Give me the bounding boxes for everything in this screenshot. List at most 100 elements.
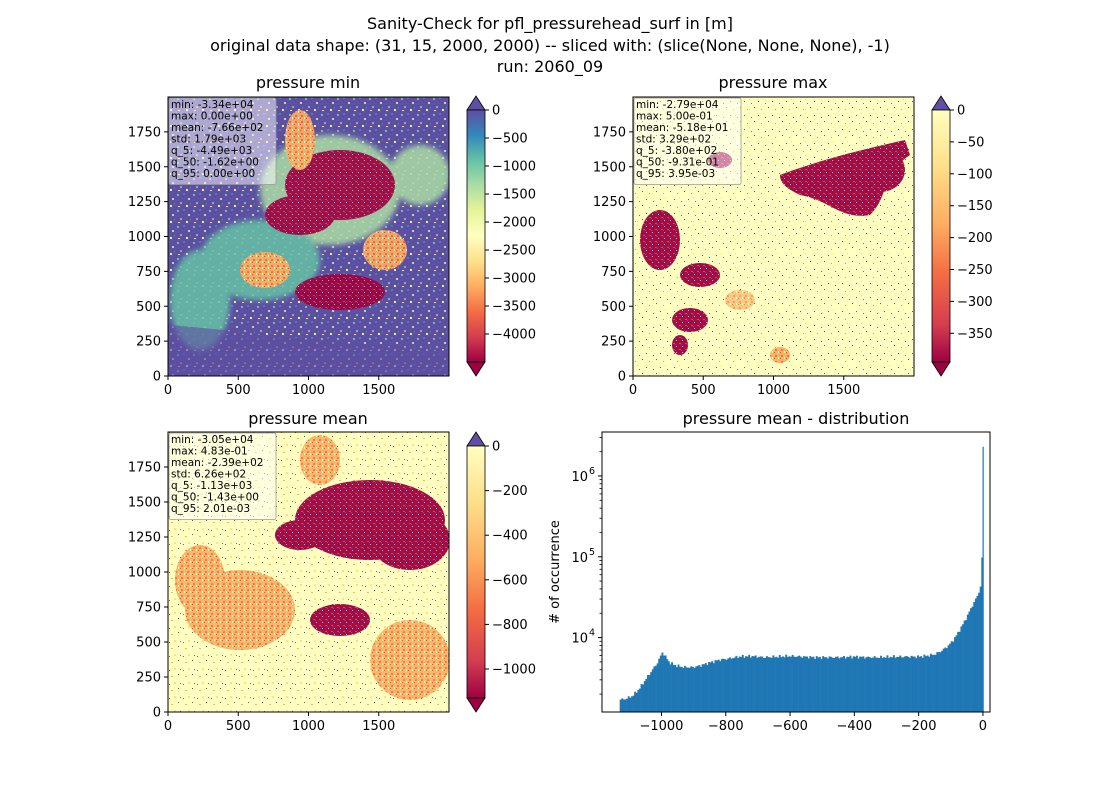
stats-line: mean: -2.39e+02 <box>171 457 263 469</box>
colorbar-tick-label: −200 <box>492 484 528 499</box>
histogram-bar <box>875 657 878 712</box>
histogram-bar <box>925 656 927 712</box>
histogram-bar <box>675 667 678 712</box>
histogram-bar <box>716 660 719 712</box>
histogram-bar <box>931 654 934 712</box>
histogram-bar <box>920 656 923 712</box>
histogram-bar <box>725 659 728 712</box>
stats-line: max: 5.00e-01 <box>636 111 713 123</box>
colorbar-gradient <box>931 109 951 363</box>
histogram-bar <box>978 592 981 712</box>
histogram-bar <box>830 656 833 712</box>
x-tick-label: 0 <box>164 719 172 734</box>
histogram-bar <box>767 657 770 712</box>
histogram-bar <box>981 557 984 712</box>
histogram-bar <box>772 655 775 712</box>
stats-line: min: -3.05e+04 <box>171 434 254 446</box>
histogram-bar <box>876 657 879 712</box>
histogram-bar <box>849 655 852 712</box>
histogram-bar <box>775 656 778 712</box>
histogram-bar <box>741 654 744 712</box>
histogram-bar <box>915 658 918 712</box>
colorbar-extend-bottom <box>931 361 951 377</box>
histogram-bar <box>863 658 866 712</box>
histogram-bar <box>825 657 828 712</box>
histogram-bar <box>658 658 661 712</box>
histogram-bar <box>732 658 735 712</box>
stats-line: std: 1.79e+03 <box>171 134 246 146</box>
colorbar-tick-label: −400 <box>492 529 528 544</box>
figure-title-line-1: Sanity-Check for pfl_pressurehead_surf i… <box>367 14 733 34</box>
y-tick-label: 750 <box>136 265 161 280</box>
histogram-bar <box>635 692 638 712</box>
histogram-bar <box>835 656 837 712</box>
colorbar-pressure-max <box>931 95 951 377</box>
histogram-bar <box>891 657 894 712</box>
histogram-bar <box>900 657 903 712</box>
histogram-bar <box>642 684 645 712</box>
histogram-bar <box>751 656 754 712</box>
histogram-bar <box>650 672 653 712</box>
stats-box-background <box>633 97 742 185</box>
colorbar-extend-top <box>466 95 486 111</box>
histogram-bar <box>619 699 622 712</box>
stats-line: q_95: 2.01e-03 <box>171 503 250 515</box>
histogram-bar <box>802 656 805 712</box>
histogram-bar <box>688 667 691 712</box>
x-tick-label: 500 <box>691 383 716 398</box>
histogram-bar <box>704 663 707 712</box>
histogram-bar <box>782 656 784 712</box>
histogram-bar <box>921 657 924 712</box>
histogram-bar <box>790 656 792 712</box>
stats-line: min: -3.34e+04 <box>171 99 254 111</box>
y-tick-label: 250 <box>136 671 161 686</box>
histogram-bar <box>648 675 651 712</box>
histogram-bar <box>727 658 730 712</box>
y-tick-label: 1000 <box>593 230 626 245</box>
histogram-bar <box>854 656 857 712</box>
histogram-bar <box>627 696 630 712</box>
histogram-bar <box>669 664 672 712</box>
histogram-bar <box>780 657 783 712</box>
colorbar-tick-label: −2500 <box>492 244 536 259</box>
histogram-bar <box>852 656 855 712</box>
histogram-bar <box>888 657 891 712</box>
histogram-bar <box>714 660 717 712</box>
colorbar-extend-top <box>466 431 486 447</box>
y-tick-label: 750 <box>601 265 626 280</box>
histogram-bar <box>955 635 958 712</box>
histogram-bar <box>974 598 977 712</box>
axis-ticks: 0 500 1000 1500025050075010001250150017500−… <box>128 104 993 735</box>
histogram-bar <box>788 656 791 712</box>
colorbar-tick-label: 0 <box>492 440 500 455</box>
histogram-bar <box>937 652 940 712</box>
histogram-bar <box>878 657 881 712</box>
histogram-bar <box>970 608 972 712</box>
histogram-bar <box>674 665 677 712</box>
histogram-bar <box>941 650 944 712</box>
y-tick-label: 750 <box>136 601 161 616</box>
stats-line: q_50: -1.43e+00 <box>171 492 259 504</box>
histogram-bar <box>651 669 654 712</box>
histogram-bar <box>737 658 739 712</box>
histogram-bar <box>638 688 641 712</box>
y-tick-label: 1500 <box>593 160 626 175</box>
y-tick-label: 0 <box>153 706 161 721</box>
histogram-bar <box>902 657 905 712</box>
histogram-bar <box>886 655 889 712</box>
histogram-bar <box>836 656 839 712</box>
panel-title-distribution: pressure mean - distribution <box>683 409 910 428</box>
histogram-bar <box>754 655 757 712</box>
histogram-bar <box>700 666 702 712</box>
histogram-bar <box>818 656 821 712</box>
y-tick-label: 1000 <box>128 230 161 245</box>
x-tick-label: 0 <box>979 719 987 734</box>
histogram-bar <box>709 662 712 712</box>
histogram-bar <box>701 664 704 712</box>
histogram-bar <box>905 655 908 712</box>
stats-line: max: 0.00e+00 <box>171 111 253 123</box>
x-tick-label: 500 <box>226 719 251 734</box>
